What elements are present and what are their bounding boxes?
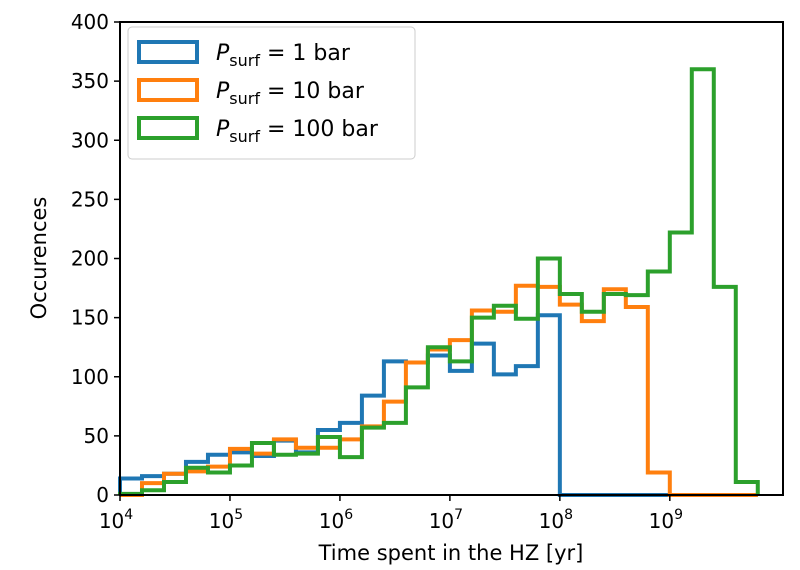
legend-label: Psurf = 100 bar (216, 117, 379, 146)
series-step-2 (118, 67, 760, 496)
y-tick-label: 400 (71, 10, 109, 34)
y-tick-label: 300 (71, 128, 109, 152)
series-step-1 (120, 283, 758, 497)
legend-swatch (137, 78, 199, 102)
legend-swatch (137, 40, 199, 64)
y-axis-label: Occurences (27, 197, 51, 320)
y-tick-label: 200 (71, 247, 109, 271)
x-tick-label: 104 (99, 507, 133, 533)
x-tick-label: 108 (539, 507, 573, 533)
x-tick-label: 109 (649, 507, 683, 533)
y-tick-label: 0 (96, 483, 109, 507)
y-tick-label: 50 (84, 424, 109, 448)
legend-label: Psurf = 10 bar (216, 79, 365, 108)
x-axis-label: Time spent in the HZ [yr] (318, 541, 584, 565)
y-tick-label: 100 (71, 365, 109, 389)
legend-label: Psurf = 1 bar (216, 41, 351, 70)
x-tick-label: 106 (319, 507, 353, 533)
legend-swatch (137, 116, 199, 140)
x-tick-label: 107 (429, 507, 463, 533)
y-tick-label: 350 (71, 69, 109, 93)
legend: Psurf = 1 bar Psurf = 10 bar Psurf = 100 b… (127, 26, 416, 160)
legend-box (127, 26, 416, 160)
y-tick-label: 250 (71, 187, 109, 211)
x-tick-label: 105 (209, 507, 243, 533)
y-tick-label: 150 (71, 306, 109, 330)
